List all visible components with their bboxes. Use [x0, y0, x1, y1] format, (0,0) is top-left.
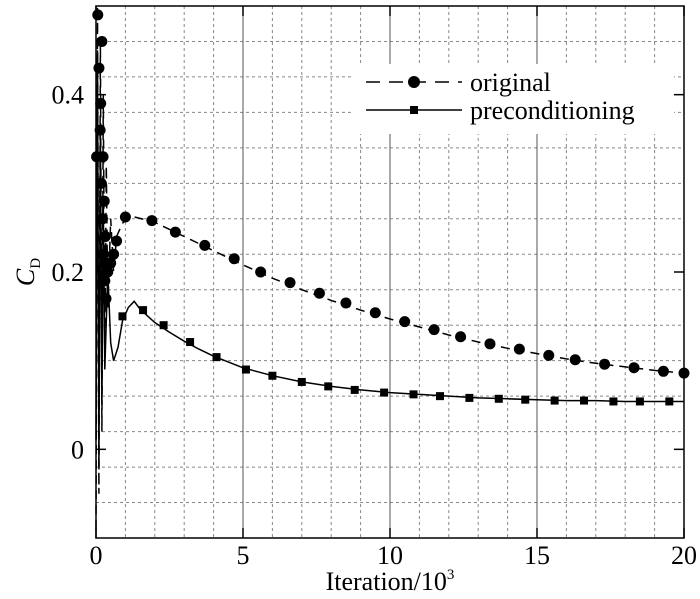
series-preconditioning — [95, 50, 684, 468]
legend-marker-preconditioning — [410, 106, 418, 114]
x-tick-label: 10 — [377, 541, 403, 570]
legend-label-preconditioning: preconditioning — [470, 96, 635, 125]
data-point-preconditioning — [665, 397, 674, 406]
data-point-preconditioning — [409, 390, 418, 399]
data-point-original — [599, 358, 611, 370]
data-point-preconditioning — [118, 312, 127, 321]
data-point-original — [484, 338, 496, 350]
data-point-preconditioning — [268, 371, 277, 380]
data-point-original — [228, 253, 240, 265]
x-tick-label: 20 — [671, 541, 697, 570]
data-point-original — [543, 349, 555, 361]
y-tick-label: 0.4 — [52, 81, 85, 110]
x-tick-label: 15 — [524, 541, 550, 570]
data-point-preconditioning — [550, 396, 559, 405]
axis-ticks — [95, 6, 685, 538]
data-point-preconditioning — [380, 388, 389, 397]
data-point-original — [313, 287, 325, 299]
data-point-preconditioning — [324, 382, 333, 391]
series-layer — [91, 5, 690, 530]
x-axis-title-sup: 3 — [447, 567, 455, 583]
data-point-preconditioning — [635, 397, 644, 406]
data-point-original — [569, 354, 581, 366]
data-point-preconditioning — [186, 338, 195, 347]
data-point-preconditioning — [241, 365, 250, 374]
data-point-preconditioning — [609, 397, 618, 406]
data-point-original — [111, 235, 123, 247]
data-point-original — [340, 297, 352, 309]
x-tick-label: 5 — [237, 541, 250, 570]
data-point-original — [399, 316, 411, 328]
data-point-original — [199, 239, 211, 251]
data-point-preconditioning — [435, 392, 444, 401]
x-tick-label: 0 — [90, 541, 103, 570]
legend-marker-original — [408, 76, 420, 88]
y-axis-title-sub: D — [28, 258, 44, 269]
data-point-original — [93, 62, 105, 74]
data-point-preconditioning — [212, 353, 221, 362]
data-point-original — [284, 277, 296, 289]
data-point-preconditioning — [350, 385, 359, 394]
data-point-preconditioning — [159, 321, 168, 330]
tick-labels: 0 5 10 15 20 0 0.2 0.4 — [52, 81, 698, 570]
data-point-preconditioning — [139, 306, 148, 315]
data-point-original — [92, 9, 104, 21]
data-point-original — [513, 343, 525, 355]
y-axis-title-main: C — [11, 268, 40, 286]
data-point-preconditioning — [297, 377, 306, 386]
data-point-original — [105, 257, 117, 269]
data-point-original — [255, 266, 267, 278]
y-axis-title: CD — [11, 258, 44, 286]
y-tick-label: 0.2 — [52, 258, 85, 287]
legend-box — [352, 64, 674, 134]
legend-label-original: original — [470, 68, 551, 97]
data-point-preconditioning — [494, 394, 503, 403]
y-tick-label: 0 — [71, 435, 84, 464]
data-point-original — [119, 211, 131, 223]
data-point-original — [97, 151, 109, 163]
data-point-preconditioning — [465, 393, 474, 402]
data-point-original — [657, 365, 669, 377]
data-point-original — [369, 307, 381, 319]
legend-item-original: original — [366, 68, 551, 97]
x-axis-title-main: Iteration/10 — [326, 567, 447, 596]
data-point-original — [146, 215, 158, 227]
data-point-original — [108, 248, 120, 260]
data-point-original — [169, 226, 181, 238]
data-point-preconditioning — [580, 396, 589, 405]
data-point-original — [96, 35, 108, 47]
data-point-original — [428, 324, 440, 336]
data-point-original — [628, 362, 640, 374]
legend-item-preconditioning: preconditioning — [366, 96, 635, 125]
x-axis-title: Iteration/103 — [326, 567, 455, 596]
data-point-original — [455, 331, 467, 343]
data-point-preconditioning — [521, 395, 530, 404]
